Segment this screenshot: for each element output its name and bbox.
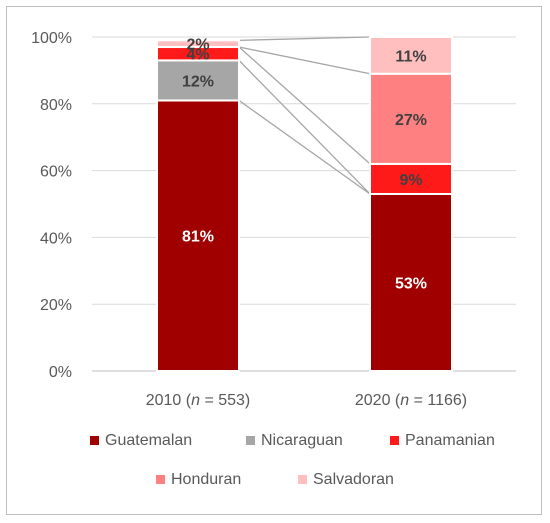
x-axis-labels: 2010 (n = 553) 2020 (n = 1166) — [146, 392, 467, 409]
y-axis-ticks: 0% 20% 40% 60% 80% 100% — [31, 30, 72, 381]
legend-label: Honduran — [171, 471, 241, 488]
y-tick-label: 20% — [40, 297, 72, 314]
legend-swatch — [90, 436, 99, 445]
series-line — [238, 59, 371, 195]
legend-item-guatemalan: Guatemalan — [90, 432, 192, 449]
bar-segment-salvadoran — [369, 36, 453, 75]
legend-swatch — [390, 436, 399, 445]
legend-label: Panamanian — [405, 432, 495, 449]
legend-item-panamanian: Panamanian — [390, 432, 495, 449]
series-line — [238, 46, 371, 165]
data-label: 9% — [399, 172, 422, 189]
y-tick-label: 60% — [40, 164, 72, 181]
legend-label: Nicaraguan — [261, 432, 343, 449]
series-line — [238, 36, 371, 41]
data-label: 4% — [186, 47, 209, 64]
bar-segment-guatemalan — [369, 192, 453, 372]
bar-segment-guatemalan — [156, 99, 240, 373]
legend-swatch — [156, 475, 165, 484]
legend-swatch — [298, 475, 307, 484]
legend-swatch — [246, 436, 255, 445]
legend-item-honduran: Honduran — [156, 471, 241, 488]
legend-label: Salvadoran — [313, 471, 394, 488]
data-label: 27% — [395, 112, 427, 129]
legend-item-nicaraguan: Nicaraguan — [246, 432, 343, 449]
y-tick-label: 0% — [49, 364, 72, 381]
legend: Guatemalan Nicaraguan Panamanian Honduran Sa… — [90, 432, 495, 488]
bars — [156, 36, 453, 373]
legend-item-salvadoran: Salvadoran — [298, 471, 394, 488]
x-axis-label: 2020 (n = 1166) — [355, 392, 467, 409]
series-line — [238, 99, 371, 195]
data-label: 2% — [186, 37, 209, 54]
y-tick-label: 80% — [40, 97, 72, 114]
data-labels: 81% 12% 4%2% 53% 9% 27% 11% — [182, 37, 427, 293]
data-label: 81% — [182, 229, 214, 246]
data-label: 11% — [395, 48, 426, 65]
bar-segment-salvadoran — [156, 39, 240, 49]
y-tick-label: 40% — [40, 230, 72, 247]
y-tick-label: 100% — [31, 30, 72, 47]
data-label: 53% — [395, 275, 427, 292]
bar-segment-nicaraguan — [156, 59, 240, 102]
bar-segment-honduran — [369, 72, 453, 165]
series-line — [238, 46, 371, 75]
x-axis-label: 2010 (n = 553) — [146, 392, 251, 409]
series-connector-lines — [238, 36, 371, 195]
bar-segment-panamanian — [369, 162, 453, 195]
legend-label: Guatemalan — [105, 432, 192, 449]
data-label: 12% — [182, 73, 214, 90]
